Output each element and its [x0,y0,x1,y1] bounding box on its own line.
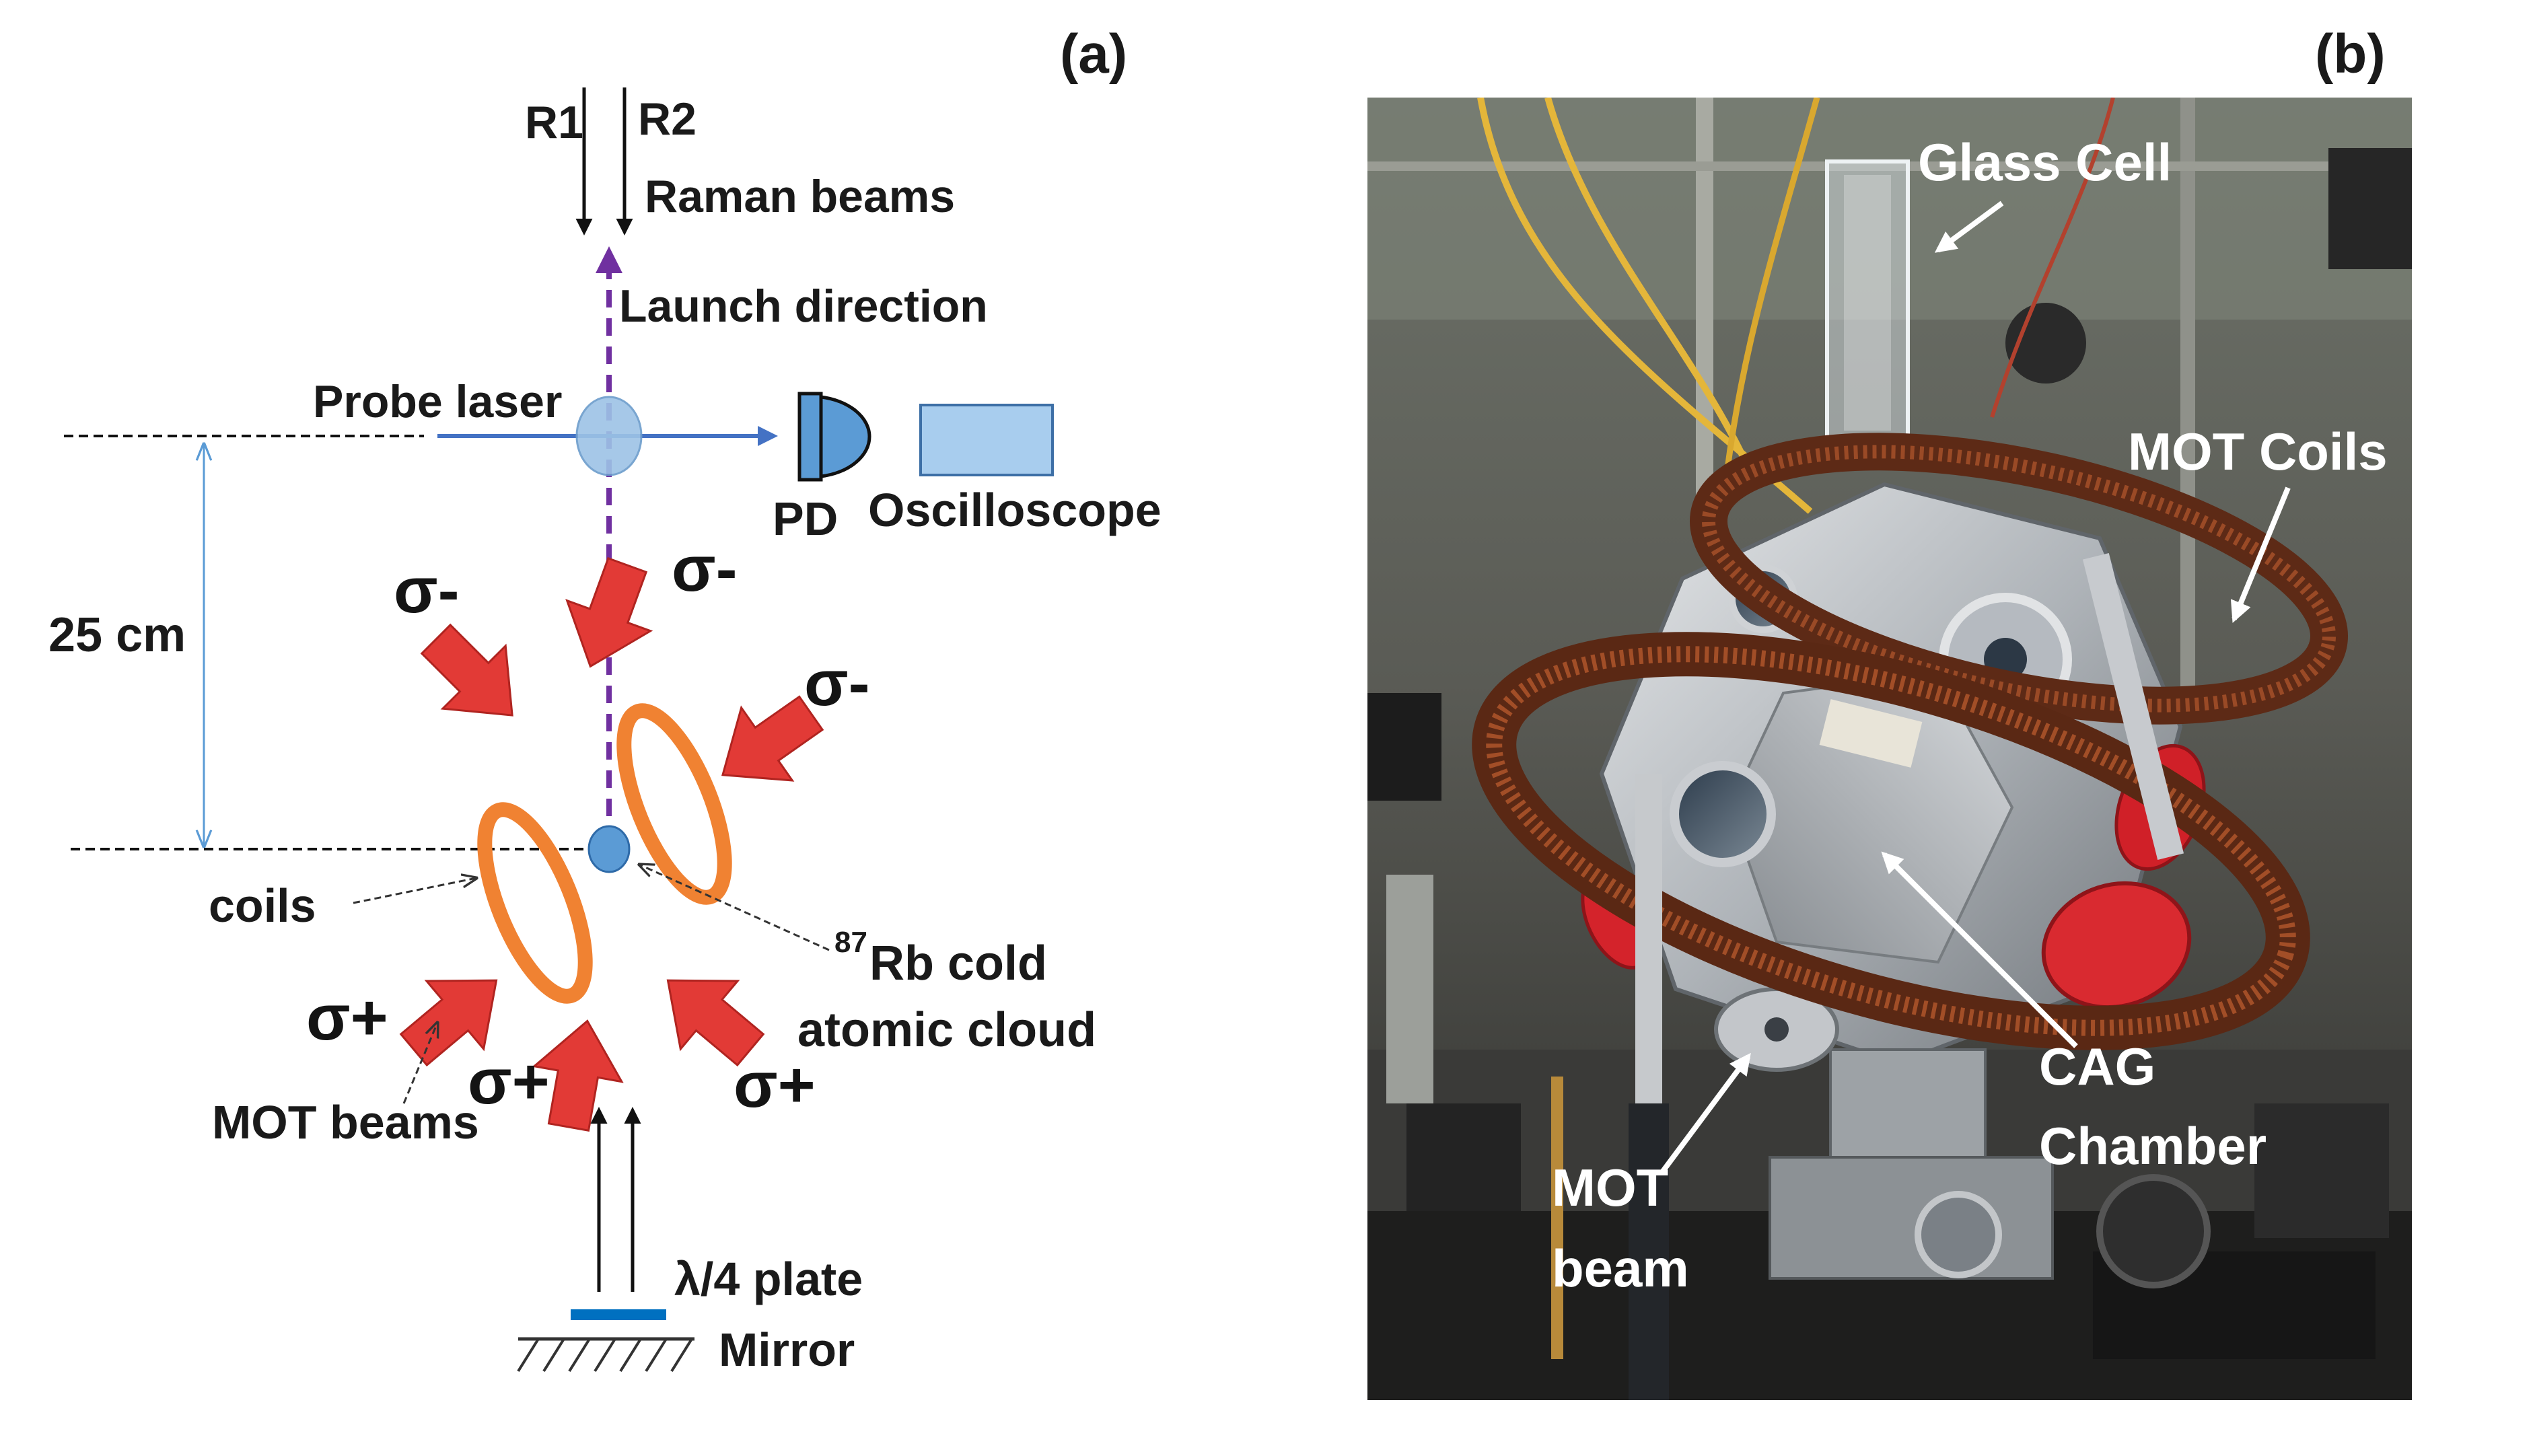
mot-beams-pointer [402,1023,437,1104]
atomic-cloud [587,825,631,873]
mot-beam-pointer [1660,1052,1751,1174]
cloud-pointer [639,865,830,951]
sigma-minus-upper-center: σ- [672,533,738,605]
oscilloscope-box [919,404,1054,476]
mirror-icon [517,1337,694,1373]
sigma-plus-lower-center: σ+ [468,1046,550,1118]
sigma-plus-lower-right: σ+ [734,1049,816,1121]
cag-label-line2: Chamber [2039,1116,2267,1175]
panel-b-label: (b) [2315,24,2386,85]
panel-a-label: (a) [1060,24,1127,85]
cag-label-line1: CAG [2039,1037,2155,1096]
mot-coils-label: MOT Coils [2128,422,2388,481]
mot-beam-label-line1: MOT [1552,1158,1668,1217]
sigma-plus-lower-left: σ+ [306,982,388,1054]
panel-a-diagram: (a) R1 R2 Raman beams Launch direction P… [48,24,1162,1376]
plate-label: λ/4 plate [674,1253,863,1305]
raman-beams-label: Raman beams [645,171,955,222]
oscilloscope-label: Oscilloscope [868,484,1162,536]
cag-chamber-pointer [1881,851,2078,1048]
cloud-label-line1: Rb cold [869,937,1047,990]
cloud-label-line2: atomic cloud [797,1003,1096,1057]
quarter-wave-plate [571,1309,666,1320]
distance-label: 25 cm [48,608,186,662]
photodetector-icon [797,392,871,482]
coil-right [616,703,732,905]
cloud-label-superscript: 87 [834,926,867,959]
mot-beam-arrow-upper-left [403,606,545,748]
mot-beam-label-line2: beam [1552,1239,1689,1298]
sigma-minus-upper-right: σ- [804,647,870,719]
apparatus-photo [1367,98,2412,1400]
mot-coils-pointer [2230,486,2291,623]
launch-direction-label: Launch direction [619,281,988,332]
coil-left [477,802,593,1004]
mirror-label: Mirror [719,1323,855,1376]
raman-r1-label: R1 [525,97,583,148]
probe-intersection [575,396,643,476]
probe-laser-label: Probe laser [313,376,562,427]
glass-cell-pointer [1934,201,2004,253]
coils-label: coils [209,879,316,932]
panel-b-photo: (b) [1367,24,2412,1400]
coils-pointer [353,878,476,904]
sigma-minus-upper-left: σ- [394,554,460,626]
raman-r2-label: R2 [638,94,697,145]
glass-cell-label: Glass Cell [1918,133,2172,192]
pd-label: PD [773,493,838,545]
mot-beams-label: MOT beams [212,1096,479,1149]
